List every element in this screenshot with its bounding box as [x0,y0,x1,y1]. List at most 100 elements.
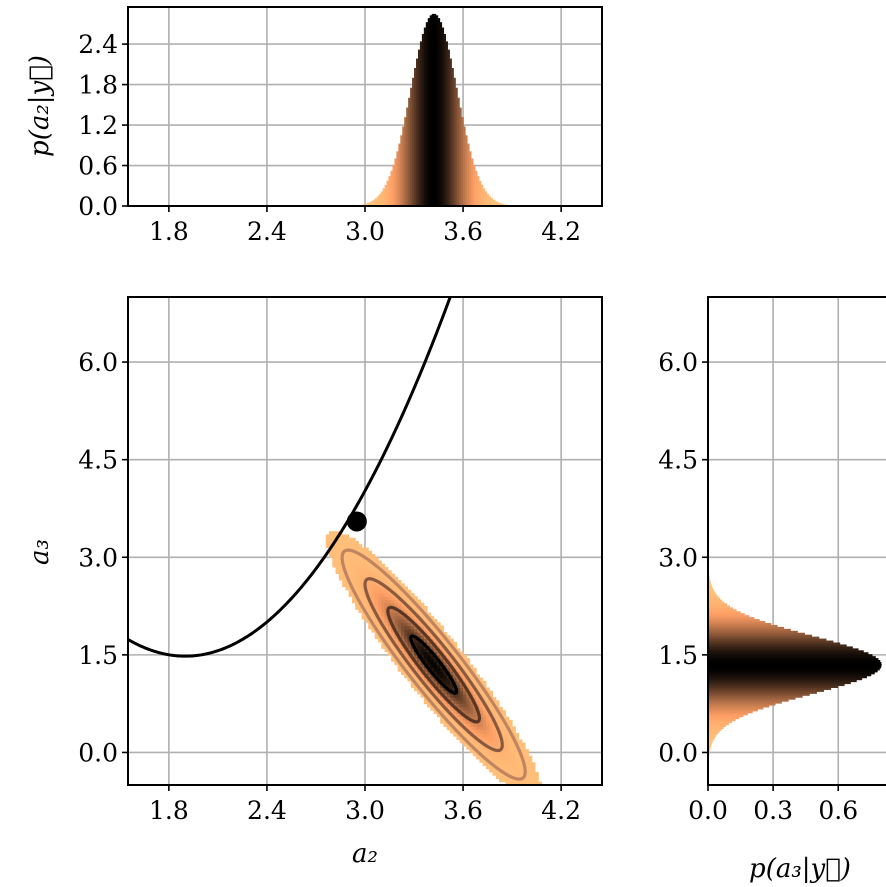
joint-heat-cell-575 [410,606,415,610]
joint-heat-cell-1307 [499,758,503,763]
joint-heat-cell-481 [400,625,405,630]
joint-heat-cell-930 [453,732,458,737]
joint-heat-cell-302 [378,573,382,578]
joint-heat-cell-247 [371,583,376,588]
joint-heat-cell-336 [384,638,389,643]
marginal-a2-bar-21 [378,194,382,206]
joint-heat-cell-667 [423,700,428,705]
joint-heat-cell-1239 [489,732,493,737]
marginal-a3-bar-73 [708,634,813,638]
joint-heat-cell-344 [384,612,389,617]
joint-heat-cell-516 [404,606,408,610]
joint-heat-cell-374 [387,602,392,607]
joint-heat-cell-634 [417,609,422,614]
marginal-a2-ticks: 1.8 2.4 3.0 3.6 4.2 0.0 0.6 1.2 1.8 2.4 [78,30,581,246]
joint-heat-cell-1276 [492,697,497,701]
joint-xtick-label-0: 1.8 [149,796,189,825]
joint-heat-cell-452 [397,625,402,630]
joint-heat-cell-1143 [476,697,480,701]
joint-heat-cell-1376 [508,755,513,760]
joint-heat-cell-776 [433,641,438,646]
joint-heat-cell-225 [368,573,373,578]
joint-heat-cell-96 [348,554,353,558]
joint-heat-cell-809 [436,632,441,636]
marginal-a3-bar-58 [708,663,882,667]
joint-heat-cell-1317 [499,726,503,731]
joint-heat-cell-221 [368,586,373,591]
joint-heat-cell-1396 [512,762,516,766]
marginal-a2-bar-69 [472,164,476,206]
joint-heat-cell-1161 [479,726,484,731]
joint-heat-cell-573 [410,612,415,617]
joint-heat-cell-767 [433,671,438,675]
marginal-a3-bar-22 [708,734,717,737]
joint-heat-cell-393 [391,632,395,636]
joint-heat-cell-1057 [466,700,471,705]
joint-heat-cell-1346 [505,781,510,785]
joint-heat-cell-273 [374,583,379,588]
marginal-a2-bar-34 [404,117,407,206]
joint-heat-cell-384 [387,570,392,575]
joint-heat-cell-671 [423,687,428,692]
joint-heat-cell-1191 [482,716,487,721]
joint-heat-cell-668 [423,697,428,701]
joint-heat-cell-598 [414,628,418,633]
joint-heat-cell-584 [414,674,418,679]
joint-heat-cell-1288 [495,739,500,744]
marginal-a3-bar-97 [708,587,714,591]
joint-heat-cell-322 [381,596,386,601]
joint-heat-cell-439 [397,667,402,672]
joint-heat-cell-1063 [466,680,471,685]
joint-heat-cell-1204 [485,762,490,766]
marginal-a3-bar-60 [708,660,881,663]
joint-heat-cell-1378 [508,749,513,753]
joint-heat-cell-876 [446,713,451,718]
joint-heat-cell-509 [404,628,408,633]
joint-heat-cell-320 [381,602,386,607]
joint-heat-cell-1428 [518,781,523,785]
marginal-a2-bar-35 [406,107,409,206]
joint-heat-cell-244 [371,593,376,597]
joint-heat-cell-1426 [519,788,523,792]
joint-heat-cell-411 [391,573,395,578]
marginal-a3-bar-38 [708,703,776,706]
joint-heat-cell-483 [400,619,405,623]
joint-heat-cell-1207 [485,752,490,757]
joint-heat-cell-974 [456,687,461,692]
joint-heat-cell-350 [384,593,389,597]
marginal-a2-bar-39 [414,67,417,206]
joint-heat-cell-631 [417,619,422,623]
joint-heat-cell-1011 [459,661,464,666]
joint-heat-cell-593 [414,645,418,649]
joint-heat-cell-74 [345,563,350,568]
marginal-a2-bar-23 [382,188,386,206]
joint-heat-cell-1247 [489,706,493,711]
joint-heat-cell-1405 [512,732,516,737]
joint-heat-cell-546 [407,602,412,607]
joint-heat-cell-1180 [482,752,487,757]
joint-heat-cell-975 [456,684,461,688]
joint-heat-cell-1281 [495,762,500,766]
joint-heat-cell-185 [361,547,366,552]
joint-heat-cell-1077 [469,729,474,734]
joint-heat-cell-1116 [472,693,477,698]
joint-heat-cell-466 [397,580,402,584]
joint-heat-cell-816 [440,710,444,714]
joint-heat-cell-348 [384,599,389,604]
joint-heat-cell-590 [414,654,418,659]
joint-heat-cell-186 [365,619,369,623]
joint-heat-cell-32 [335,541,340,545]
joint-heat-cell-765 [433,677,438,682]
joint-heat-cell-1166 [479,710,484,714]
joint-heat-cell-1133 [476,729,480,734]
joint-heat-cell-803 [436,651,441,656]
joint-grid [128,297,602,785]
joint-heat-cell-1306 [499,762,503,766]
joint-heat-cell-608 [414,596,418,601]
joint-heat-cell-1430 [518,775,523,779]
joint-heat-cell-1261 [492,745,497,750]
marginal-a3-bar-42 [708,695,803,698]
joint-heat-cell-965 [456,716,461,721]
joint-heat-cell-220 [368,589,373,594]
joint-heat-cell-1257 [492,758,497,763]
